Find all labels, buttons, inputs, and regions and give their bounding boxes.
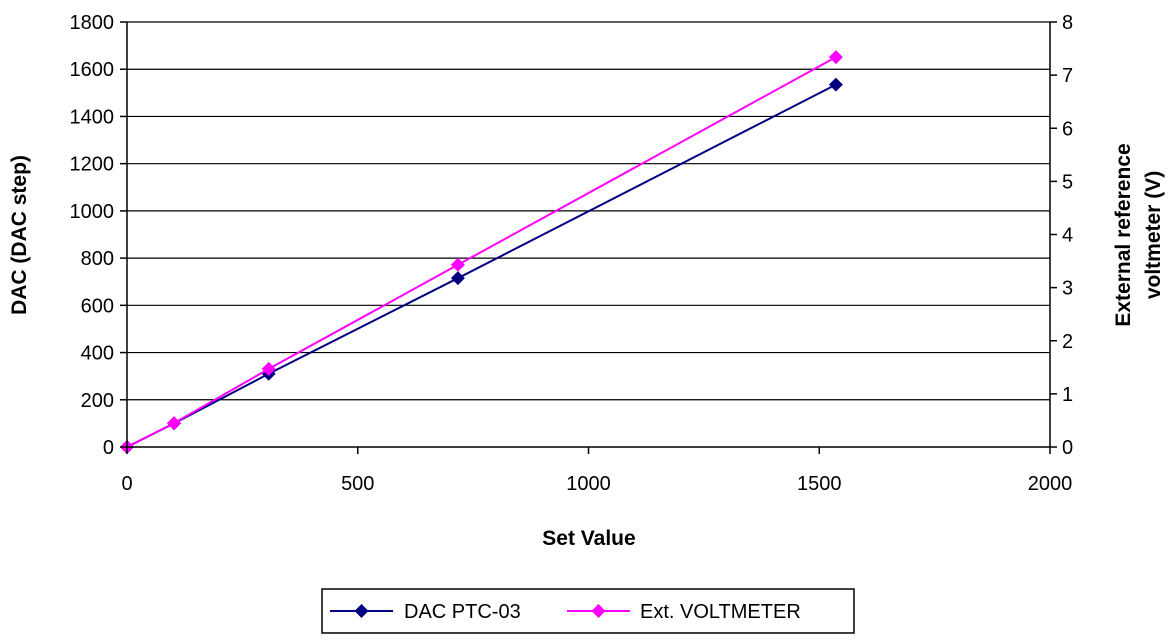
tick-labels: 0 200 400 600 800 1000 1200 1400 1600 1800 0 1 2 3 4 5 6… (70, 12, 1074, 495)
x-tick-label: 0 (121, 473, 132, 495)
axes (120, 21, 1057, 454)
y2-tick-label: 3 (1062, 278, 1073, 300)
y-tick-label: 1000 (70, 201, 115, 223)
y2-tick-label: 8 (1062, 12, 1073, 34)
y2-tick-label: 5 (1062, 171, 1073, 193)
y2-axis-title-line-2: voltmeter (V) (1142, 171, 1165, 299)
series-layer (120, 50, 843, 454)
legend: DAC PTC-03 Ext. VOLTMETER (321, 588, 855, 634)
x-tick-label: 1500 (797, 473, 842, 495)
legend-marker-voltmeter (591, 604, 606, 618)
y2-axis-title-line-1: External reference (1112, 143, 1135, 326)
legend-label-dac: DAC PTC-03 (404, 601, 521, 623)
data-point-ext-voltmeter (167, 416, 182, 431)
y2-tick-label: 6 (1062, 118, 1073, 140)
y-tick-label: 200 (81, 390, 114, 412)
y2-tick-label: 4 (1062, 225, 1073, 247)
x-tick-label: 2000 (1028, 473, 1073, 495)
y-tick-label: 1800 (70, 12, 115, 34)
x-tick-label: 1000 (566, 473, 611, 495)
legend-marker-dac (354, 604, 369, 618)
series-line-ext-voltmeter (126, 56, 837, 448)
series-line-dac-ptc-03 (126, 83, 837, 448)
y-tick-label: 1400 (70, 106, 115, 128)
y-tick-label: 1200 (70, 154, 115, 176)
y2-tick-label: 0 (1062, 437, 1073, 459)
y-tick-label: 0 (103, 437, 114, 459)
data-point-dac-ptc-03 (828, 77, 843, 92)
x-tick-label: 500 (341, 473, 374, 495)
y-tick-label: 400 (81, 343, 114, 365)
data-point-ext-voltmeter (828, 50, 843, 65)
y2-tick-label: 2 (1062, 331, 1073, 353)
y2-tick-label: 7 (1062, 65, 1073, 87)
y-axis-title: DAC (DAC step) (8, 155, 31, 315)
legend-label-voltmeter: Ext. VOLTMETER (640, 601, 801, 623)
y-tick-label: 600 (81, 295, 114, 317)
y2-tick-label: 1 (1062, 384, 1073, 406)
data-point-ext-voltmeter (450, 257, 465, 272)
data-point-ext-voltmeter (261, 361, 276, 376)
y-tick-label: 800 (81, 248, 114, 270)
data-point-dac-ptc-03 (450, 271, 465, 286)
y-tick-label: 1600 (70, 59, 115, 81)
x-axis-title: Set Value (542, 527, 635, 550)
